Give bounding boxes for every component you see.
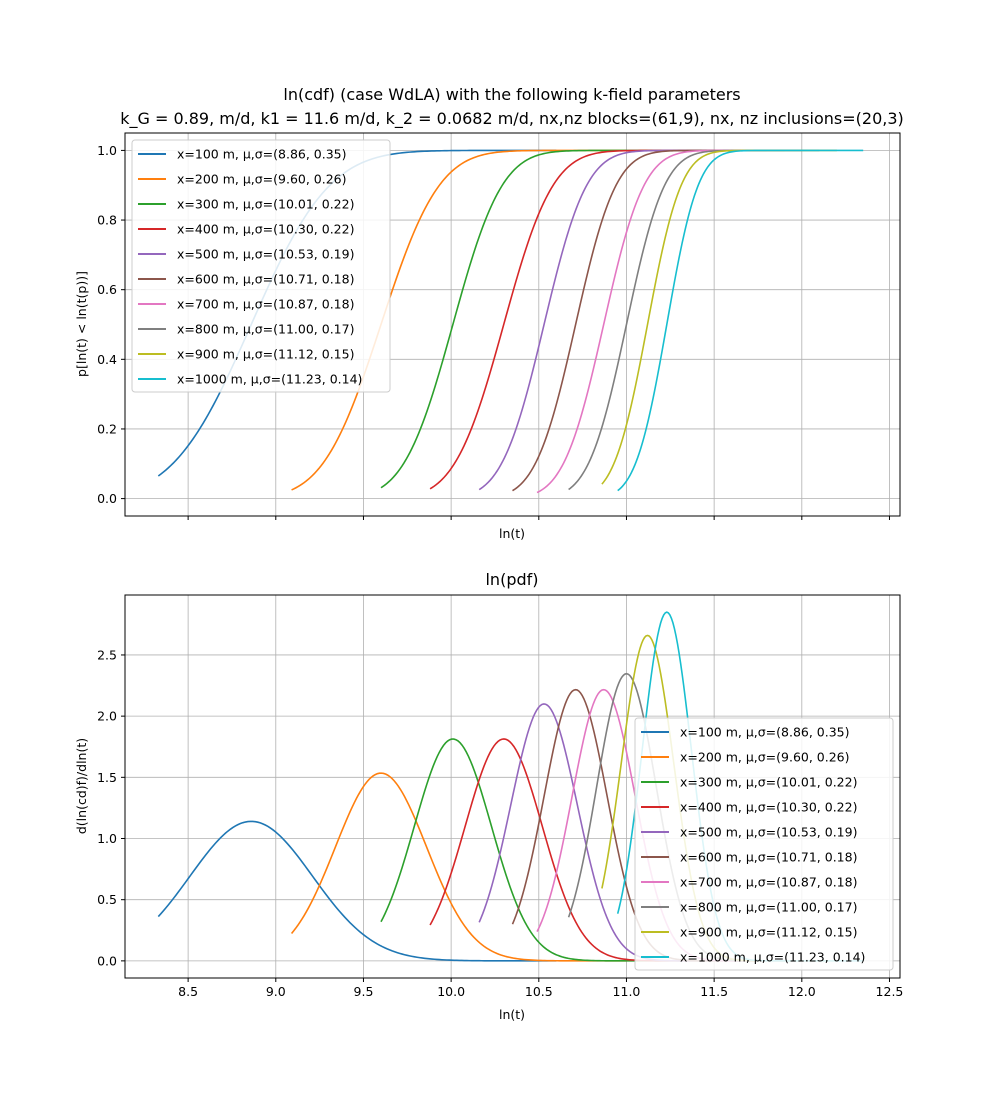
cdf-subtitle: k_G = 0.89, m/d, k1 = 11.6 m/d, k_2 = 0.… xyxy=(120,109,904,129)
series-line-10 xyxy=(617,149,864,492)
y-tick-label: 1.5 xyxy=(97,770,117,785)
legend-entry: x=600 m, μ,σ=(10.71, 0.18) xyxy=(680,850,857,865)
y-tick-label: 1.0 xyxy=(97,143,117,158)
legend-entry: x=800 m, μ,σ=(11.00, 0.17) xyxy=(680,900,857,915)
legend-entry: x=700 m, μ,σ=(10.87, 0.18) xyxy=(680,875,857,890)
pdf-y-axis-label: d(ln(cd)f)/dln(t) xyxy=(74,738,89,834)
legend-entry: x=800 m, μ,σ=(11.00, 0.17) xyxy=(177,322,354,337)
legend-entry: x=900 m, μ,σ=(11.12, 0.15) xyxy=(680,925,857,940)
y-tick-label: 2.0 xyxy=(97,709,117,724)
series-line-4 xyxy=(429,149,750,490)
series-line-8 xyxy=(568,149,820,491)
y-tick-label: 0.2 xyxy=(97,421,117,436)
x-tick-label: 12.5 xyxy=(876,984,904,999)
legend-entry: x=400 m, μ,σ=(10.30, 0.22) xyxy=(177,222,354,237)
y-tick-label: 0.0 xyxy=(97,953,117,968)
legend-entry: x=100 m, μ,σ=(8.86, 0.35) xyxy=(680,725,850,740)
x-tick-label: 11.0 xyxy=(613,984,641,999)
y-tick-label: 0.5 xyxy=(97,892,117,907)
series-line-3 xyxy=(380,149,715,489)
series-line-2 xyxy=(290,772,627,962)
cdf-x-axis-label: ln(t) xyxy=(499,526,525,541)
legend-entry: x=300 m, μ,σ=(10.01, 0.22) xyxy=(177,197,354,212)
legend-entry: x=1000 m, μ,σ=(11.23, 0.14) xyxy=(177,372,362,387)
legend xyxy=(634,717,894,971)
x-tick-label: 10.0 xyxy=(437,984,465,999)
pdf-plot-frame xyxy=(124,594,901,979)
cdf-plot-frame xyxy=(124,132,901,517)
legend-entry: x=300 m, μ,σ=(10.01, 0.22) xyxy=(680,775,857,790)
series-line-1 xyxy=(157,820,557,962)
legend-entry: x=1000 m, μ,σ=(11.23, 0.14) xyxy=(680,950,865,965)
y-tick-label: 0.8 xyxy=(97,213,117,228)
y-tick-label: 0.0 xyxy=(97,491,117,506)
x-tick-label: 11.5 xyxy=(700,984,728,999)
pdf-title: ln(pdf) xyxy=(485,570,538,589)
pdf-x-axis-label: ln(t) xyxy=(499,1007,525,1022)
legend-entry: x=200 m, μ,σ=(9.60, 0.26) xyxy=(680,750,850,765)
y-tick-label: 1.0 xyxy=(97,831,117,846)
x-tick-label: 9.0 xyxy=(266,984,286,999)
y-tick-label: 0.4 xyxy=(97,352,117,367)
cdf-y-axis-label: p[ln(t) < ln(t(p))] xyxy=(74,271,89,377)
legend-entry: x=500 m, μ,σ=(10.53, 0.19) xyxy=(680,825,857,840)
legend-entry: x=700 m, μ,σ=(10.87, 0.18) xyxy=(177,297,354,312)
legend-entry: x=900 m, μ,σ=(11.12, 0.15) xyxy=(177,347,354,362)
legend-entry: x=400 m, μ,σ=(10.30, 0.22) xyxy=(680,800,857,815)
legend xyxy=(131,139,391,393)
legend-entry: x=600 m, μ,σ=(10.71, 0.18) xyxy=(177,272,354,287)
x-tick-label: 12.0 xyxy=(788,984,816,999)
cdf-title: ln(cdf) (case WdLA) with the following k… xyxy=(283,85,740,104)
x-tick-label: 9.5 xyxy=(354,984,374,999)
y-tick-label: 2.5 xyxy=(97,647,117,662)
legend-entry: x=100 m, μ,σ=(8.86, 0.35) xyxy=(177,147,347,162)
pdf-subplot: ln(pdf) 8.5 9.0 9.5 10.0 10.5 11.0 11.5 12.0 12.… xyxy=(74,570,903,1022)
cdf-subplot: ln(cdf) (case WdLA) with the following k… xyxy=(74,85,904,541)
y-tick-label: 0.6 xyxy=(97,282,117,297)
x-tick-label: 8.5 xyxy=(178,984,198,999)
legend-entry: x=500 m, μ,σ=(10.53, 0.19) xyxy=(177,247,354,262)
x-tick-label: 10.5 xyxy=(525,984,553,999)
legend-entry: x=200 m, μ,σ=(9.60, 0.26) xyxy=(177,172,347,187)
